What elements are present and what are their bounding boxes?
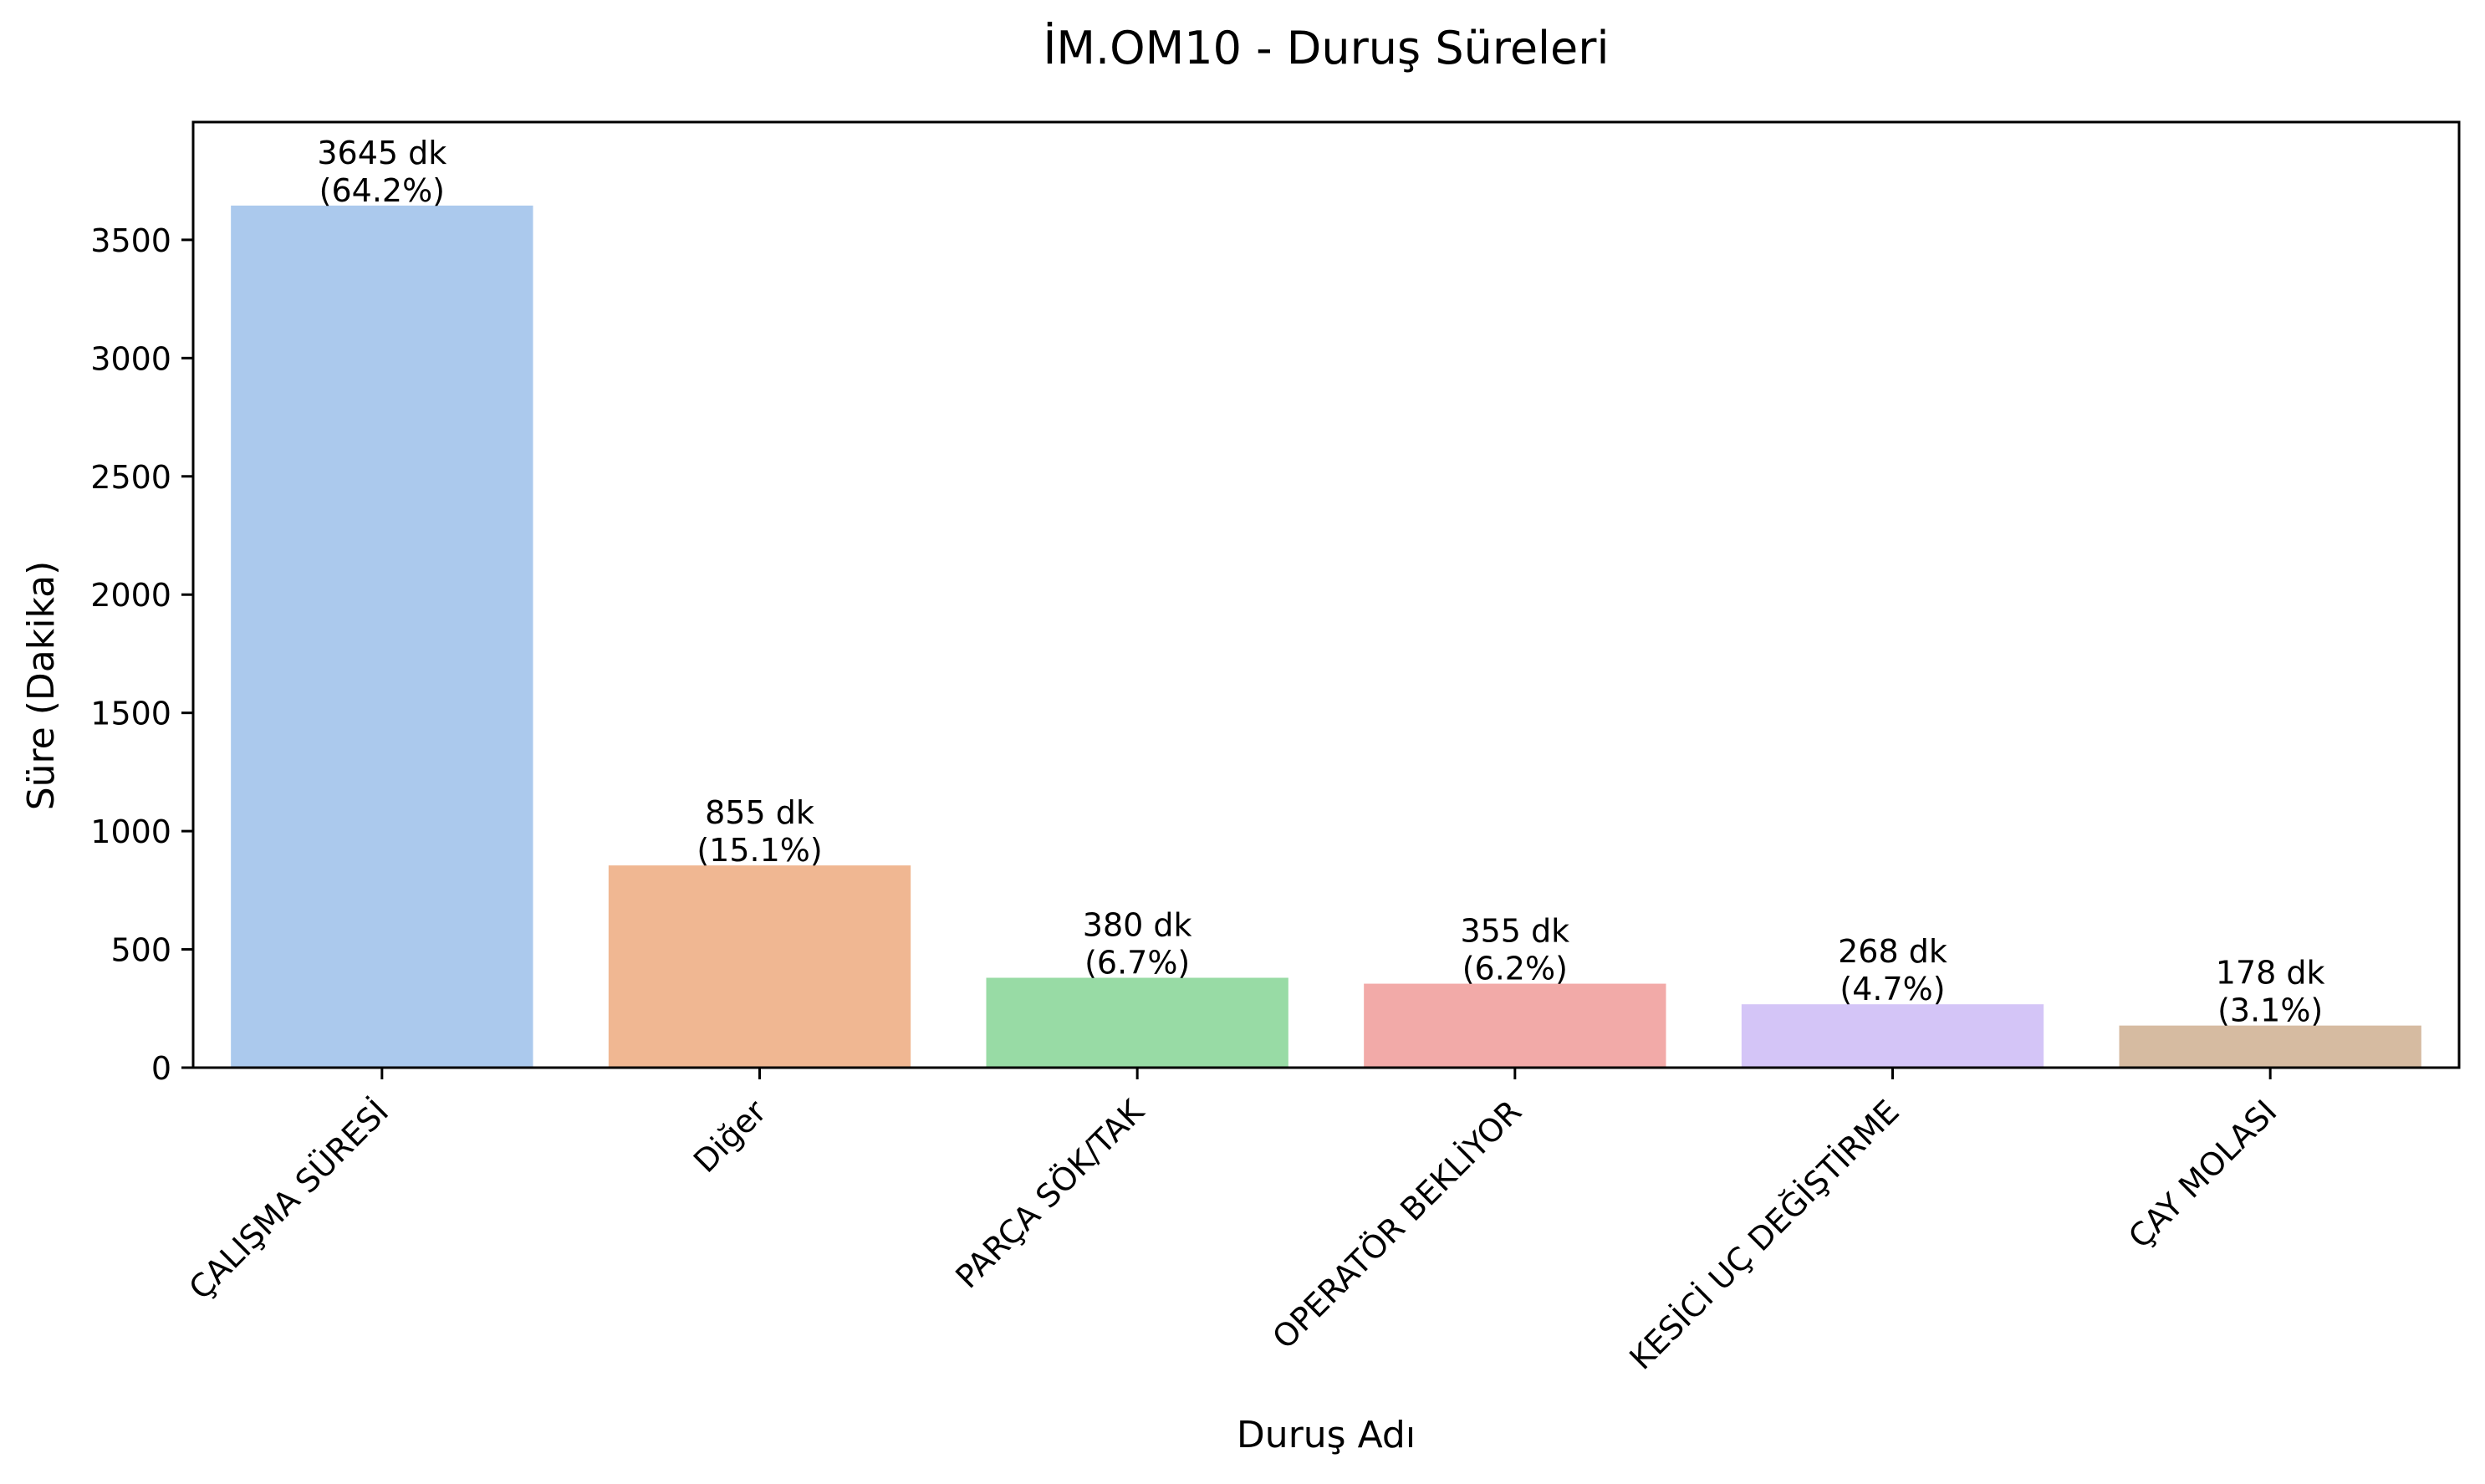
plot-frame (191, 120, 2461, 1069)
y-tick-label: 3500 (90, 222, 171, 259)
bar-percent-label: (3.1%) (2217, 992, 2323, 1029)
bar (2119, 1025, 2421, 1068)
x-axis-label: Duruş Adı (1237, 1414, 1416, 1456)
x-tick-label: ÇALIŞMA SÜRESİ (182, 1093, 396, 1307)
y-axis-label: Süre (Dakika) (20, 561, 63, 811)
y-tick-label: 0 (151, 1050, 171, 1087)
y-axis: 0 500 1000 1500 2000 2500 3000 3500 (90, 222, 193, 1087)
bar (1364, 983, 1666, 1068)
bar-value-label: 380 dk (1083, 907, 1192, 944)
y-tick-label: 500 (110, 932, 171, 969)
y-tick-label: 1500 (90, 696, 171, 732)
bar (1741, 1004, 2044, 1068)
x-tick-label: ÇAY MOLASI (2121, 1093, 2283, 1255)
x-tick-label: Diğer (686, 1093, 773, 1180)
bar-percent-label: (15.1%) (697, 832, 822, 869)
bar-value-label: 855 dk (705, 794, 814, 831)
bar-percent-label: (6.2%) (1462, 951, 1568, 987)
x-tick-label: PARÇA SÖK/TAK (948, 1092, 1151, 1295)
bar-value-label: 355 dk (1460, 913, 1569, 950)
bar-value-label: 268 dk (1838, 933, 1947, 970)
x-tick-label: OPERATÖR BEKLİYOR (1265, 1093, 1528, 1356)
y-tick-label: 2000 (90, 577, 171, 614)
y-tick-label: 1000 (90, 813, 171, 850)
bar (986, 977, 1288, 1068)
chart-title: İM.OM10 - Duruş Süreleri (1043, 22, 1609, 74)
bar-percent-label: (4.7%) (1840, 971, 1945, 1007)
bar-percent-label: (6.7%) (1084, 945, 1190, 982)
bar-percent-label: (64.2%) (319, 172, 445, 209)
bar-value-label: 178 dk (2216, 955, 2325, 992)
bar (231, 205, 533, 1068)
y-tick-label: 3000 (90, 340, 171, 377)
y-tick-label: 2500 (90, 459, 171, 496)
bar (608, 865, 911, 1068)
x-tick-label: KESİCİ UÇ DEĞİŞTİRME (1622, 1093, 1906, 1377)
bar-value-labels: 3645 dk(64.2%) 855 dk(15.1%) 380 dk(6.7%) 3… (317, 135, 2324, 1029)
bar-value-label: 3645 dk (317, 135, 446, 171)
x-axis: ÇALIŞMA SÜRESİ Diğer PARÇA SÖK/TAK OPERATÖR… (182, 1068, 2284, 1377)
bars-layer (231, 205, 2421, 1068)
